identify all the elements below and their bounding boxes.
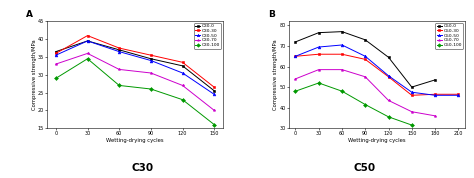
C50-100 <box>409 124 415 126</box>
Legend: C50-0, C50-30, C50-50, C50-70, C50-100: C50-0, C50-30, C50-50, C50-70, C50-100 <box>435 23 463 49</box>
Line: C30-70: C30-70 <box>55 52 216 112</box>
Text: C50: C50 <box>354 163 376 173</box>
C50-50 <box>339 44 345 46</box>
Text: A: A <box>27 10 33 19</box>
C50-50 <box>386 75 392 77</box>
C50-50 <box>409 91 415 93</box>
C30-50 <box>85 40 91 42</box>
Line: C50-0: C50-0 <box>294 30 437 88</box>
C30-50 <box>116 51 122 53</box>
Line: C30-30: C30-30 <box>55 34 216 89</box>
C50-50 <box>363 55 368 57</box>
C50-50 <box>456 94 461 96</box>
C50-70 <box>386 99 392 101</box>
C50-70 <box>316 69 321 71</box>
C50-30 <box>292 55 298 57</box>
Legend: C30-0, C30-30, C30-50, C30-70, C30-100: C30-0, C30-30, C30-50, C30-70, C30-100 <box>193 23 221 49</box>
C30-100 <box>85 58 91 60</box>
C50-50 <box>292 55 298 57</box>
C50-100 <box>339 90 345 92</box>
C50-30 <box>456 93 461 95</box>
C30-100 <box>53 77 59 79</box>
C30-0 <box>180 65 185 67</box>
C30-100 <box>211 124 217 126</box>
C30-70 <box>211 109 217 111</box>
C30-100 <box>116 84 122 87</box>
C30-70 <box>148 72 154 74</box>
C30-70 <box>116 68 122 70</box>
Line: C50-50: C50-50 <box>294 44 460 97</box>
C50-0 <box>339 31 345 33</box>
Line: C50-30: C50-30 <box>294 53 460 97</box>
Line: C30-50: C30-50 <box>55 40 216 96</box>
C50-100 <box>316 82 321 84</box>
C30-30 <box>148 54 154 56</box>
X-axis label: Wetting-drying cycles: Wetting-drying cycles <box>106 138 164 143</box>
C50-30 <box>316 53 321 55</box>
C30-70 <box>85 52 91 54</box>
Line: C50-70: C50-70 <box>294 68 437 117</box>
C30-50 <box>53 54 59 56</box>
C50-100 <box>386 116 392 118</box>
C30-50 <box>180 72 185 74</box>
C30-30 <box>85 35 91 37</box>
C30-70 <box>53 63 59 65</box>
C30-30 <box>211 86 217 88</box>
C50-70 <box>363 76 368 78</box>
C30-0 <box>53 51 59 53</box>
Line: C50-100: C50-100 <box>294 82 413 126</box>
C50-100 <box>292 90 298 92</box>
Y-axis label: Compressive strength/MPa: Compressive strength/MPa <box>273 40 278 110</box>
C50-70 <box>409 111 415 113</box>
C30-100 <box>180 99 185 101</box>
Y-axis label: Compressive strength/MPa: Compressive strength/MPa <box>32 40 36 110</box>
C50-70 <box>292 78 298 80</box>
C30-0 <box>116 49 122 51</box>
C30-0 <box>148 58 154 60</box>
C30-0 <box>85 40 91 42</box>
C50-0 <box>409 86 415 88</box>
C50-50 <box>432 94 438 96</box>
C50-70 <box>432 115 438 117</box>
Line: C30-100: C30-100 <box>55 57 216 126</box>
Text: B: B <box>268 10 275 19</box>
C30-70 <box>180 84 185 87</box>
C30-100 <box>148 88 154 90</box>
C30-30 <box>180 61 185 63</box>
C30-50 <box>211 93 217 95</box>
Text: C30: C30 <box>131 163 153 173</box>
C50-30 <box>363 58 368 60</box>
X-axis label: Wetting-drying cycles: Wetting-drying cycles <box>348 138 406 143</box>
C30-30 <box>116 47 122 49</box>
C50-0 <box>316 32 321 34</box>
C30-50 <box>148 59 154 62</box>
C30-0 <box>211 90 217 92</box>
C50-30 <box>409 94 415 96</box>
C50-70 <box>339 69 345 71</box>
C50-30 <box>339 53 345 55</box>
C50-0 <box>292 41 298 43</box>
C50-100 <box>363 103 368 106</box>
Line: C30-0: C30-0 <box>55 40 216 92</box>
C50-30 <box>386 76 392 78</box>
C50-0 <box>386 56 392 58</box>
C50-0 <box>432 79 438 81</box>
C30-30 <box>53 52 59 54</box>
C50-50 <box>316 46 321 48</box>
C50-0 <box>363 39 368 41</box>
C50-30 <box>432 93 438 95</box>
